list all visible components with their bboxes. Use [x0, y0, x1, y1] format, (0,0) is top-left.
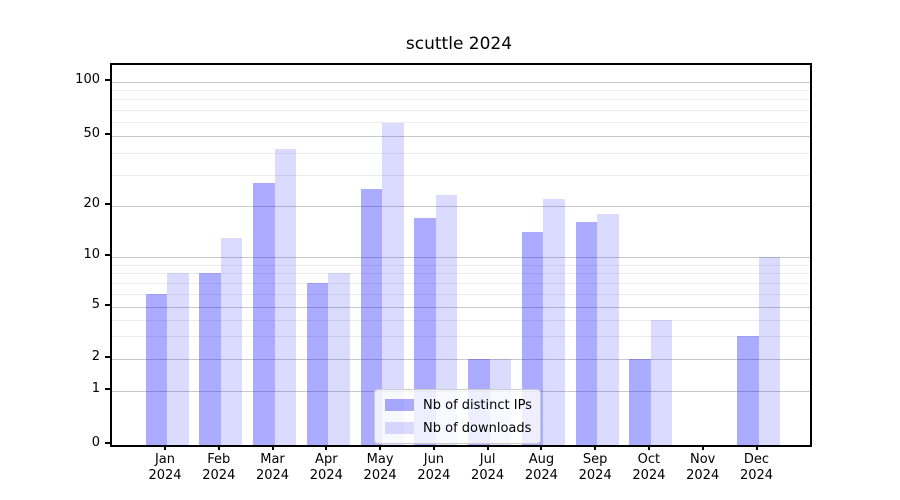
bar-distinct-ips-sep [575, 222, 598, 445]
x-axis-tick [594, 445, 597, 450]
x-axis-label: Sep 2024 [578, 452, 612, 483]
y-axis-tick [105, 442, 110, 444]
plot-area [110, 63, 812, 447]
x-axis-tick [325, 445, 328, 450]
bar-downloads-apr [328, 273, 350, 445]
y-axis-label: 0 [91, 435, 100, 450]
bar-distinct-ips-apr [306, 282, 329, 445]
minor-gridline [112, 282, 810, 284]
minor-gridline [112, 293, 810, 295]
legend-swatch-distinct-ips [385, 399, 414, 411]
x-axis-tick [647, 445, 650, 450]
y-axis-tick [105, 133, 110, 135]
minor-gridline [112, 121, 810, 123]
bar-downloads-dec [758, 257, 780, 445]
major-gridline [112, 359, 810, 360]
y-axis-label: 1 [91, 381, 100, 396]
x-axis-label: Jan 2024 [148, 452, 182, 483]
legend-label-distinct-ips: Nb of distinct IPs [423, 397, 532, 413]
x-axis-tick [540, 445, 543, 450]
bar-downloads-mar [274, 149, 296, 445]
x-axis-label: Apr 2024 [309, 452, 343, 483]
bar-downloads-aug [543, 198, 565, 445]
y-axis-tick [105, 79, 110, 81]
x-axis-label: May 2024 [363, 452, 397, 483]
x-axis-tick [486, 445, 489, 450]
y-axis-tick [105, 203, 110, 205]
y-axis-label: 2 [91, 349, 100, 364]
y-axis-tick [105, 356, 110, 358]
bar-distinct-ips-feb [199, 273, 221, 445]
x-axis-tick [271, 445, 274, 450]
x-axis-tick [217, 445, 220, 450]
x-axis-label: Mar 2024 [255, 452, 290, 483]
x-axis-label: Jun 2024 [417, 452, 451, 483]
minor-gridline [112, 153, 810, 154]
major-gridline [112, 82, 810, 83]
minor-gridline [112, 336, 810, 337]
legend-label-downloads: Nb of downloads [423, 420, 532, 436]
y-axis-tick [105, 388, 110, 390]
y-axis-label: 20 [83, 196, 100, 211]
minor-gridline [112, 99, 810, 101]
major-gridline [112, 257, 810, 258]
x-axis-label: Dec 2024 [739, 452, 774, 483]
y-axis-label: 10 [83, 247, 100, 262]
x-axis-tick [701, 445, 704, 450]
minor-gridline [112, 109, 810, 111]
x-axis-tick [379, 445, 382, 450]
bar-downloads-jan [167, 273, 189, 445]
x-axis-tick [432, 445, 435, 450]
y-axis-label: 50 [83, 126, 100, 141]
major-gridline [112, 206, 810, 207]
bar-downloads-jun [435, 195, 458, 445]
x-axis-label: Feb 2024 [202, 452, 236, 483]
x-axis-label: Nov 2024 [686, 452, 720, 483]
major-gridline [112, 307, 810, 308]
bar-distinct-ips-jun [414, 218, 436, 445]
minor-gridline [112, 319, 810, 321]
y-axis-label: 5 [91, 297, 100, 312]
legend-row-distinct-ips: Nb of distinct IPs [385, 395, 532, 415]
bar-distinct-ips-may [360, 189, 383, 445]
bar-downloads-sep [597, 213, 619, 445]
x-axis-tick [755, 445, 758, 450]
x-axis-label: Aug 2024 [524, 452, 558, 483]
bar-downloads-feb [220, 237, 243, 445]
x-axis-label: Oct 2024 [632, 452, 666, 483]
legend-swatch-downloads [385, 422, 414, 434]
bar-distinct-ips-jan [145, 293, 167, 445]
bar-distinct-ips-dec [737, 336, 759, 445]
y-axis-tick [105, 254, 110, 256]
minor-gridline [112, 273, 810, 275]
x-axis-label: Jul 2024 [471, 452, 505, 483]
bar-distinct-ips-oct [629, 359, 651, 445]
legend: Nb of distinct IPs Nb of downloads [374, 389, 541, 444]
bar-downloads-may [382, 123, 404, 445]
bar-downloads-oct [650, 319, 673, 445]
bar-distinct-ips-mar [253, 183, 275, 445]
minor-gridline [112, 264, 810, 266]
x-axis-tick [164, 445, 166, 450]
y-axis-tick [105, 304, 110, 306]
major-gridline [112, 136, 810, 137]
legend-row-downloads: Nb of downloads [385, 418, 532, 438]
y-axis-label: 100 [75, 72, 100, 87]
minor-gridline [112, 90, 810, 92]
chart-title: scuttle 2024 [405, 34, 513, 54]
minor-gridline [112, 175, 810, 176]
